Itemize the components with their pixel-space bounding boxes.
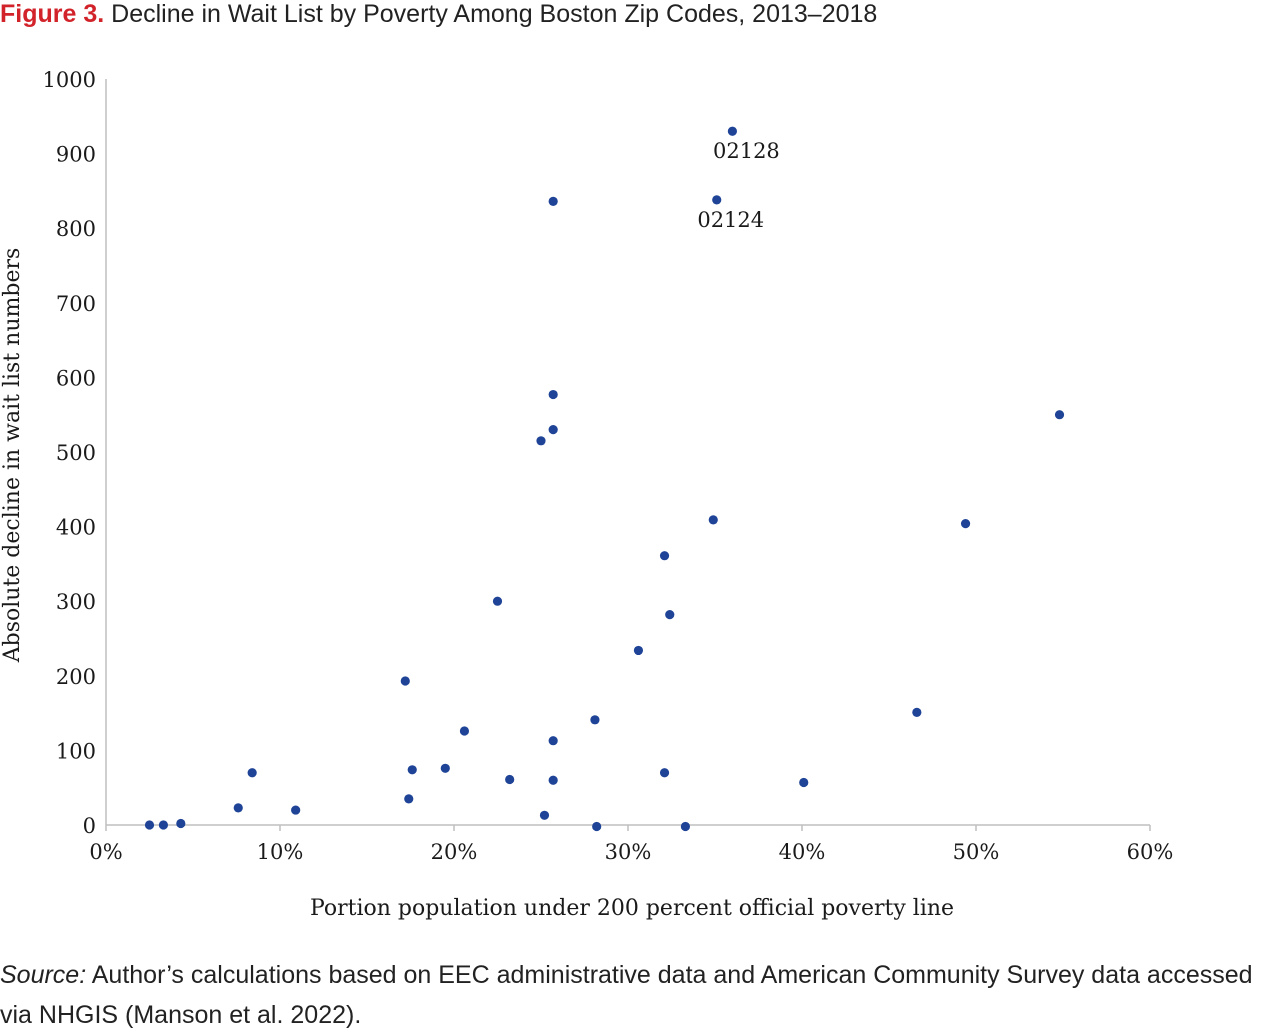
data-point	[727, 126, 738, 136]
y-tick-label: 700	[56, 292, 96, 316]
y-tick-label: 800	[56, 217, 96, 241]
x-tick-label: 40%	[779, 840, 826, 864]
scatter-chart: 0 100 200 300 400 500 600 700 800 900 1000 0% 10% 20…	[0, 68, 1173, 921]
figure-title-text: Decline in Wait List by Poverty Among Bo…	[111, 0, 878, 28]
y-tick-label: 100	[56, 739, 96, 763]
data-point	[404, 794, 414, 804]
y-axis-ticks: 0 100 200 300 400 500 600 700 800 900 1000	[43, 68, 96, 838]
data-point	[659, 551, 670, 561]
data-point	[960, 519, 971, 529]
data-point-label: 02128	[713, 139, 780, 163]
data-point	[233, 803, 243, 813]
data-point	[708, 515, 718, 525]
y-tick-label: 900	[56, 143, 96, 167]
source-lead: Source:	[0, 961, 87, 989]
source-note: Source: Author’s calculations based on E…	[0, 955, 1280, 1035]
data-point	[539, 810, 550, 820]
x-tick-label: 60%	[1127, 840, 1174, 864]
x-tick-label: 30%	[605, 840, 652, 864]
data-point	[505, 774, 515, 785]
data-point	[912, 707, 922, 717]
x-tick-label: 10%	[257, 840, 304, 864]
data-point	[592, 821, 602, 832]
x-tick-label: 0%	[89, 840, 122, 864]
y-axis-title: Absolute decline in wait list numbers	[0, 248, 25, 664]
data-point	[492, 596, 503, 606]
data-point-label: 02124	[697, 208, 764, 232]
data-point	[144, 820, 155, 830]
data-point	[680, 821, 691, 832]
data-points	[144, 126, 1065, 832]
data-point	[400, 676, 410, 686]
data-point	[1054, 410, 1065, 420]
data-point	[176, 818, 186, 829]
data-point	[548, 389, 558, 400]
data-point	[247, 768, 257, 778]
data-point	[548, 196, 558, 206]
y-tick-label: 200	[56, 665, 96, 689]
y-tick-label: 400	[56, 516, 96, 540]
data-point	[590, 715, 600, 725]
y-tick-label: 1000	[43, 68, 96, 92]
y-tick-label: 500	[56, 441, 96, 465]
x-axis-ticks: 0% 10% 20% 30% 40% 50% 60%	[89, 825, 1173, 864]
chart-axes	[105, 79, 1150, 826]
y-tick-label: 300	[56, 590, 96, 614]
figure-title: Figure 3. Decline in Wait List by Povert…	[0, 0, 877, 28]
x-tick-label: 50%	[953, 840, 1000, 864]
data-point	[712, 195, 722, 205]
data-point	[548, 425, 558, 435]
y-tick-label: 0	[83, 814, 96, 838]
data-point	[407, 765, 417, 775]
data-point	[548, 775, 558, 785]
source-text: Author’s calculations based on EEC admin…	[0, 961, 1253, 1029]
y-tick-label: 600	[56, 366, 96, 390]
data-point	[536, 436, 546, 446]
data-point	[291, 805, 301, 815]
data-point	[440, 763, 450, 773]
data-point	[548, 736, 558, 746]
data-point	[665, 610, 675, 620]
figure-label: Figure 3.	[0, 0, 105, 28]
data-point	[799, 777, 809, 788]
data-point	[158, 820, 169, 830]
data-point	[633, 645, 644, 656]
data-point	[659, 768, 670, 778]
x-tick-label: 20%	[431, 840, 478, 864]
data-point-labels: 02124 02128	[697, 139, 779, 232]
x-axis-title: Portion population under 200 percent off…	[310, 896, 954, 921]
data-point	[459, 726, 470, 736]
